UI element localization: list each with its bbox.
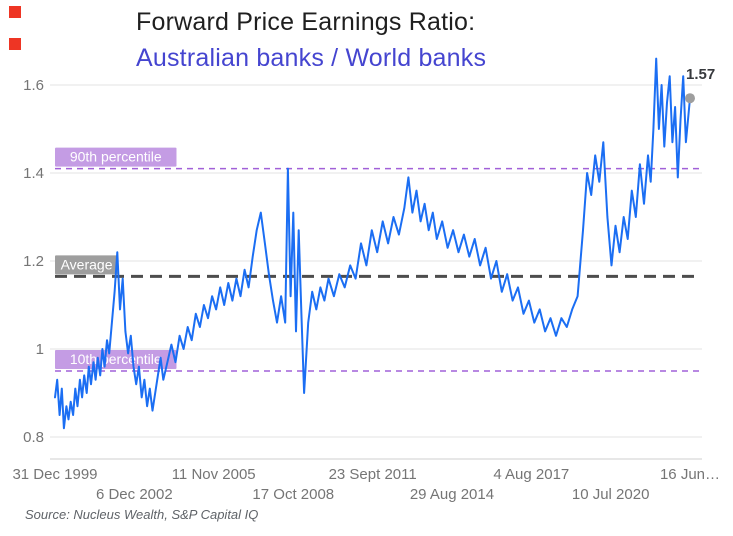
x-axis-label: 31 Dec 1999: [12, 466, 97, 483]
x-axis-label: 6 Dec 2002: [96, 486, 173, 503]
source-note: Source: Nucleus Wealth, S&P Capital IQ: [25, 507, 259, 522]
y-axis-label: 1.2: [23, 253, 44, 270]
x-axis-label: 29 Aug 2014: [410, 486, 494, 503]
y-axis-label: 1.4: [23, 165, 44, 182]
x-axis-label: 11 Nov 2005: [172, 466, 256, 483]
p10-label: 10th percentile: [70, 351, 162, 367]
chart-subtitle: Australian banks / World banks: [136, 44, 487, 72]
p90-label-bg: [55, 147, 177, 167]
y-axis-label: 1: [36, 341, 44, 358]
x-axis-label: 16 Jun…: [660, 466, 720, 483]
x-axis-label: 10 Jul 2020: [572, 486, 650, 503]
x-axis-label: 23 Sept 2011: [329, 466, 417, 483]
red-marker-icon: [9, 6, 21, 18]
y-axis-label: 0.8: [23, 429, 44, 446]
p90-label: 90th percentile: [70, 149, 162, 165]
ratio-line-series: [54, 57, 691, 430]
chart-header: Forward Price Earnings Ratio: Australian…: [136, 4, 486, 76]
average-label-bg: [55, 255, 119, 275]
p10-label-bg: [55, 350, 177, 369]
latest-value-label: 1.57: [686, 66, 715, 83]
y-axis-label: 1.6: [23, 77, 44, 94]
average-label: Average: [61, 256, 113, 272]
x-axis-label: 4 Aug 2017: [493, 466, 569, 483]
red-marker-icon: [9, 38, 21, 50]
latest-point-dot: [685, 93, 695, 104]
chart-title: Forward Price Earnings Ratio:: [136, 8, 476, 36]
x-axis-label: 17 Oct 2008: [252, 486, 334, 503]
